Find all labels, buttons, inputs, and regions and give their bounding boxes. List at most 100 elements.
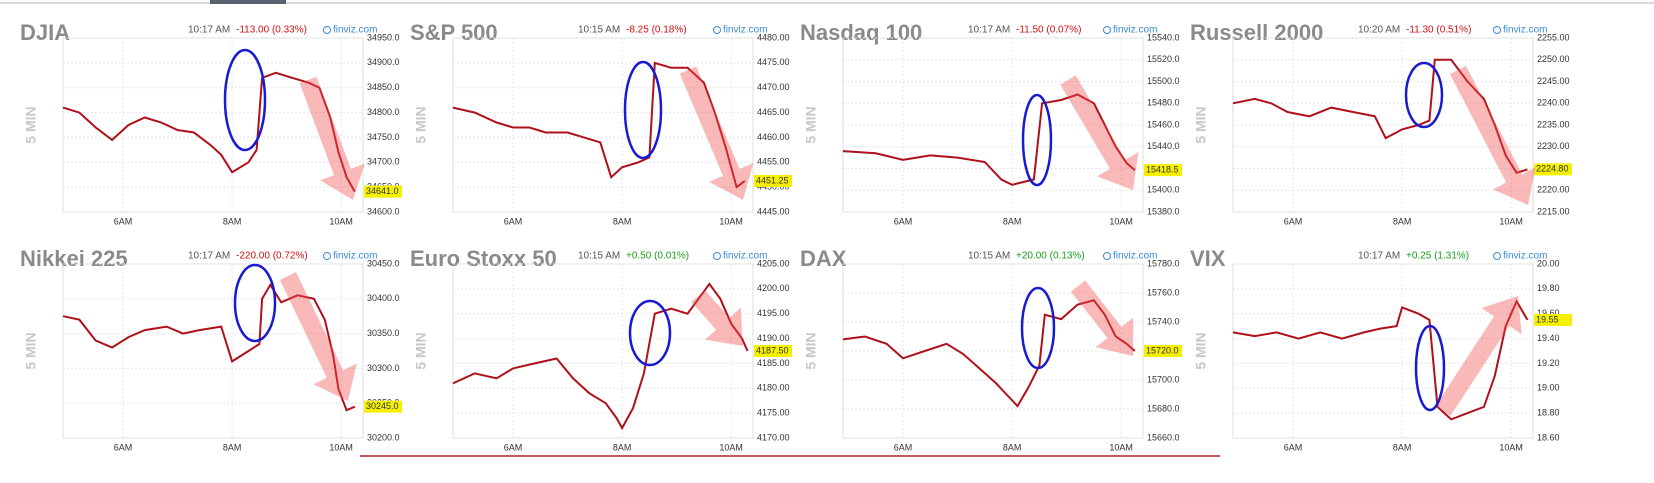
y-tick-label: 34950.0	[367, 32, 400, 42]
panel-title: S&P 500	[410, 20, 498, 45]
source: finviz.com	[723, 25, 767, 36]
x-tick-label: 8AM	[1393, 216, 1412, 226]
y-tick-label: 4195.00	[757, 308, 790, 318]
panel: Euro Stoxx 50 10:15 AM +0.50 (0.01%) finviz…	[410, 246, 792, 452]
y-tick-label: 30450.0	[367, 258, 400, 268]
panel-title: Nikkei 225	[20, 246, 128, 271]
y-tick-label: 20.00	[1537, 258, 1560, 268]
y-tick-label: 34900.0	[367, 57, 400, 67]
source-icon	[323, 252, 331, 260]
x-tick-label: 6AM	[1284, 216, 1303, 226]
trend-arrow	[299, 76, 365, 200]
y-tick-label: 15540.0	[1147, 32, 1180, 42]
y-tick-label: 15760.0	[1147, 287, 1180, 297]
price-line	[62, 71, 356, 193]
y-tick-label: 19.80	[1537, 283, 1560, 293]
source-icon	[713, 252, 721, 260]
y-tick-label: 30200.0	[367, 432, 400, 442]
panel: Nasdaq 100 10:17 AM -11.50 (0.07%) finviz.c…	[800, 20, 1182, 226]
last-price: 15720.0	[1146, 345, 1179, 355]
plot-area	[452, 263, 754, 439]
price-line	[452, 282, 749, 431]
x-tick-label: 10AM	[329, 216, 353, 226]
y-tick-label: 19.60	[1537, 308, 1560, 318]
time: 10:17 AM	[1358, 251, 1400, 262]
side-label: 5 MIN	[23, 332, 39, 369]
last-price: 19.55	[1536, 314, 1559, 324]
source-icon	[1493, 252, 1501, 260]
y-tick-label: 4455.00	[757, 157, 790, 167]
y-tick-label: 19.40	[1537, 333, 1560, 343]
y-tick-label: 30300.0	[367, 363, 400, 373]
trend-arrow	[1435, 296, 1522, 416]
y-tick-label: 4190.00	[757, 333, 790, 343]
y-tick-label: 2215.00	[1537, 206, 1570, 216]
y-tick-label: 15660.0	[1147, 432, 1180, 442]
x-tick-label: 6AM	[504, 442, 523, 452]
price-line	[1232, 58, 1528, 174]
y-tick-label: 15400.0	[1147, 185, 1180, 195]
x-tick-label: 10AM	[329, 442, 353, 452]
y-tick-label: 2230.00	[1537, 141, 1570, 151]
y-tick-label: 2240.00	[1537, 98, 1570, 108]
y-tick-label: 30350.0	[367, 328, 400, 338]
price-line	[842, 93, 1136, 186]
highlight-ellipse	[233, 263, 277, 343]
top-tab	[210, 0, 286, 4]
last-price-box	[1534, 163, 1572, 176]
y-tick-label: 15740.0	[1147, 316, 1180, 326]
y-tick-label: 15460.0	[1147, 119, 1180, 129]
x-tick-label: 6AM	[894, 216, 913, 226]
y-tick-label: 15500.0	[1147, 76, 1180, 86]
price-line	[842, 299, 1136, 408]
source-icon	[1103, 252, 1111, 260]
x-tick-label: 10AM	[719, 442, 743, 452]
last-price-box	[364, 185, 402, 198]
y-tick-label: 4180.00	[757, 383, 790, 393]
y-tick-label: 15380.0	[1147, 206, 1180, 216]
change: +0.50 (0.01%)	[626, 251, 689, 262]
y-tick-label: 34600.0	[367, 206, 400, 216]
x-tick-label: 8AM	[613, 216, 632, 226]
change: -8.25 (0.18%)	[626, 25, 687, 36]
y-tick-label: 15440.0	[1147, 141, 1180, 151]
last-price-box	[754, 174, 792, 187]
panel-title: DJIA	[20, 20, 70, 45]
x-tick-label: 8AM	[223, 442, 242, 452]
time: 10:17 AM	[188, 251, 230, 262]
source: finviz.com	[333, 25, 377, 36]
x-tick-label: 6AM	[504, 216, 523, 226]
last-price-box	[754, 345, 792, 357]
source-icon	[1103, 26, 1111, 34]
change: +0.25 (1.31%)	[1406, 251, 1469, 262]
y-tick-label: 2220.00	[1537, 185, 1570, 195]
panel-title: VIX	[1190, 246, 1226, 271]
panel: VIX 10:17 AM +0.25 (1.31%) finviz.com 5 MIN 1…	[1190, 246, 1572, 452]
panel: DJIA 10:17 AM -113.00 (0.33%) finviz.com 5 M…	[20, 20, 402, 226]
source: finviz.com	[1113, 25, 1157, 36]
source: finviz.com	[1113, 251, 1157, 262]
side-label: 5 MIN	[803, 332, 819, 369]
side-label: 5 MIN	[413, 106, 429, 143]
y-tick-label: 15520.0	[1147, 54, 1180, 64]
y-tick-label: 4170.00	[757, 432, 790, 442]
last-price-box	[1144, 164, 1182, 177]
x-tick-label: 10AM	[1109, 216, 1133, 226]
y-tick-label: 15480.0	[1147, 98, 1180, 108]
x-tick-label: 8AM	[223, 216, 242, 226]
source-icon	[323, 26, 331, 34]
highlight-ellipse	[1020, 286, 1056, 370]
trend-arrow	[1070, 280, 1134, 356]
price-line	[452, 61, 746, 189]
side-label: 5 MIN	[803, 106, 819, 143]
source: finviz.com	[723, 251, 767, 262]
y-tick-label: 34800.0	[367, 107, 400, 117]
change: -11.30 (0.51%)	[1406, 25, 1471, 36]
source: finviz.com	[333, 251, 377, 262]
x-tick-label: 6AM	[114, 442, 133, 452]
highlight-ellipse	[223, 48, 267, 152]
time: 10:15 AM	[578, 25, 620, 36]
time: 10:17 AM	[188, 25, 230, 36]
last-price: 34641.0	[366, 186, 399, 196]
